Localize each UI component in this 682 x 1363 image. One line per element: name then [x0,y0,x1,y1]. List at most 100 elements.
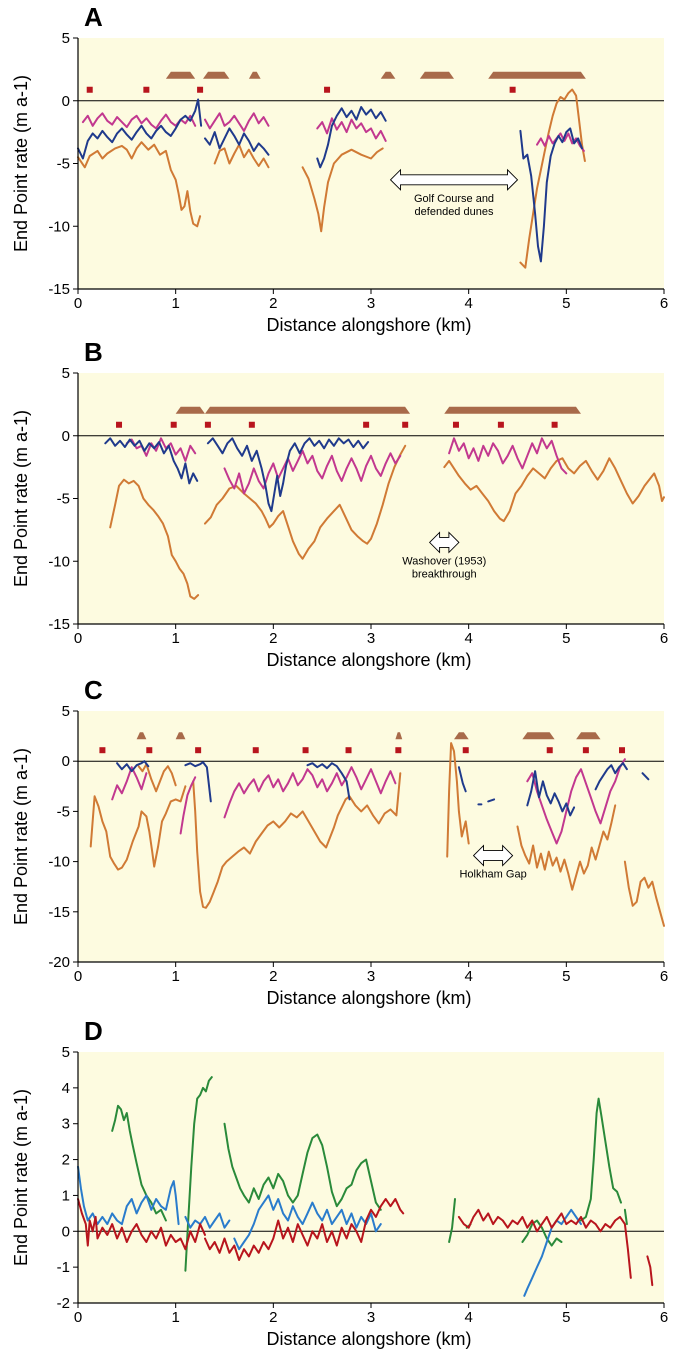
series-navy-line [641,772,650,781]
series-orange-line [516,804,617,891]
y-tick-label: 5 [62,1044,70,1061]
panel-d: 0 1 2 3 4 5 6 5 4 3 2 1 0 -1 -2 Distance alongshore (km… [11,1016,668,1349]
annotation-text: defended dunes [415,206,494,218]
annotation-text: breakthrough [412,568,477,580]
y-tick-label: -5 [57,156,70,173]
x-tick-label: 3 [367,968,375,985]
x-tick-label: 2 [269,295,277,312]
series-orange-line [623,860,665,927]
x-tick-label: 6 [660,630,668,647]
series-orange-line [89,785,187,871]
y-axis-title: End Point rate (m a-1) [11,75,31,252]
double-arrow [428,531,460,554]
x-tick-label: 1 [171,1309,179,1326]
series-navy-line [316,106,387,169]
marker [252,747,259,754]
series-navy-line [594,762,628,791]
marker [116,421,123,428]
marker [582,747,589,754]
panel-label: C [84,675,103,705]
series-navy-line [204,127,270,156]
x-tick-label: 6 [660,1309,668,1326]
defence-bar [444,406,581,414]
marker [345,747,352,754]
y-tick-label: 1 [62,1187,70,1204]
x-tick-label: 3 [367,630,375,647]
x-axis-title: Distance alongshore (km) [266,650,471,670]
y-axis-title: End Point rate (m a-1) [11,410,31,587]
x-tick-label: 3 [367,295,375,312]
x-tick-label: 4 [464,295,472,312]
series-magenta-line [448,437,568,475]
x-tick-label: 6 [660,295,668,312]
series-green-line [521,1219,563,1247]
marker [170,421,177,428]
marker [204,421,211,428]
marker [302,747,309,754]
panel-label: D [84,1016,103,1046]
series-magenta-line [204,112,270,132]
series-magenta-line [223,449,402,495]
y-tick-label: 2 [62,1152,70,1169]
marker [452,421,459,428]
y-tick-label: 0 [62,428,70,445]
x-tick-label: 1 [171,295,179,312]
y-tick-label: 0 [62,93,70,110]
series-orange-line [77,141,202,228]
series-navy-line [487,798,496,803]
series-orange-line [213,143,270,169]
marker [395,747,402,754]
series-orange-line [301,147,384,233]
x-tick-label: 2 [269,1309,277,1326]
y-tick-label: -20 [48,954,70,971]
series-magenta-line [125,437,197,462]
x-tick-label: 0 [74,968,82,985]
series-magenta-line [526,758,626,845]
plot-background [78,711,664,962]
series-magenta-line [179,776,197,835]
series-magenta-line [536,132,585,152]
series-green-line [580,1097,622,1222]
x-tick-label: 5 [562,1309,570,1326]
marker [509,86,516,93]
defence-bar [175,732,186,740]
marker [197,86,204,93]
y-tick-label: 4 [62,1080,70,1097]
y-tick-label: -5 [57,491,70,508]
series-orange-line [446,742,470,858]
marker [546,747,553,754]
series-magenta-line [316,117,387,142]
x-tick-label: 0 [74,1309,82,1326]
defence-bar [522,732,555,740]
y-tick-label: 0 [62,1223,70,1240]
defence-bar [248,71,261,79]
y-tick-label: -15 [48,281,70,298]
series-magenta-line [111,766,148,801]
annotation-text: Golf Course and [414,193,494,205]
series-magenta-line [223,766,397,819]
double-arrow [389,168,519,191]
x-tick-label: 5 [562,295,570,312]
panel-a: 0 1 2 3 4 5 6 5 0 -5 -10 -15 Distance alongshore (km… [11,2,668,335]
y-tick-label: -15 [48,904,70,921]
series-lightblue-line [233,1194,382,1251]
y-tick-label: -10 [48,553,70,570]
x-tick-label: 6 [660,968,668,985]
x-axis-title: Distance alongshore (km) [266,988,471,1008]
y-tick-label: -15 [48,616,70,633]
defence-bar [488,71,586,79]
series-navy-line [206,437,370,513]
series-green-line [448,1198,456,1243]
panel-c: 0 1 2 3 4 5 6 5 0 -5 -10 -15 -20 Distance alongshore … [11,675,668,1008]
marker [462,747,469,754]
series-lightblue-line [184,1212,231,1229]
marker [402,421,409,428]
defence-bar [419,71,455,79]
series-orange-line [443,457,665,523]
y-axis-title: End Point rate (m a-1) [11,1089,31,1266]
marker [86,86,93,93]
y-tick-label: -10 [48,218,70,235]
y-axis-title: End Point rate (m a-1) [11,748,31,925]
series-navy-line [184,761,212,803]
